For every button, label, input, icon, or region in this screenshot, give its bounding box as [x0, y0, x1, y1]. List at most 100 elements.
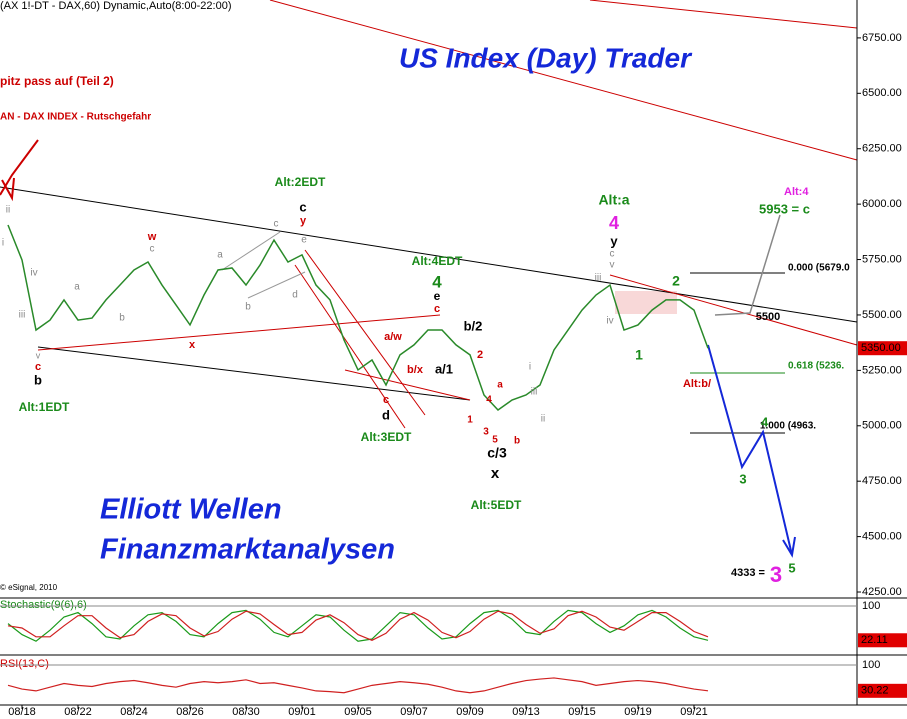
annotation: x — [189, 339, 196, 351]
annotation: 4 — [432, 272, 442, 291]
last-price-label: 5350.00 — [861, 342, 901, 354]
y-tick-label: 5000.00 — [862, 420, 902, 432]
x-tick-label: 09/07 — [400, 706, 428, 718]
indicator-line — [7, 609, 709, 642]
trend-line — [344, 369, 471, 401]
annotation: y — [610, 233, 618, 248]
annotation: c — [274, 219, 279, 230]
annotation: a — [497, 380, 503, 391]
highlight-zone — [615, 291, 677, 314]
annotation: iv — [606, 316, 613, 327]
arrow-head — [782, 536, 796, 558]
annotation: c — [383, 394, 389, 406]
y-tick-label: 6250.00 — [862, 143, 902, 155]
annotation: d — [292, 290, 298, 301]
wedge-line — [247, 271, 306, 299]
annotation: 0.000 (5679.0 — [788, 263, 850, 274]
y-tick-label: 4250.00 — [862, 586, 902, 598]
indicator-last-box — [858, 633, 907, 648]
trend-line — [589, 0, 858, 29]
annotation: e — [301, 235, 307, 246]
x-tick-label: 09/19 — [624, 706, 652, 718]
annotation: iii — [19, 310, 26, 321]
trend-line — [304, 249, 426, 416]
annotation: Alt:3EDT — [361, 430, 412, 444]
annotation: 4 — [609, 213, 619, 233]
trend-line — [269, 0, 858, 161]
annotation: Alt:b/ — [683, 378, 711, 390]
annotation: Alt:2EDT — [275, 175, 326, 189]
x-tick-label: 08/30 — [232, 706, 260, 718]
chart-title: US Index (Day) Trader — [399, 42, 693, 73]
annotation: v — [36, 350, 41, 360]
indicator-line — [7, 677, 709, 694]
annotation: Alt:4EDT — [412, 254, 463, 268]
x-tick-label: 08/18 — [8, 706, 36, 718]
annotation: c — [35, 361, 41, 373]
annotation: 3 — [770, 562, 782, 587]
annotation: ii — [6, 205, 10, 216]
annotation: Alt:a — [598, 192, 629, 208]
annotation: 1.000 (4963. — [760, 421, 816, 432]
annotation: 4 — [486, 395, 492, 406]
annotation: c — [434, 303, 440, 315]
annotation: a/w — [384, 331, 402, 343]
y-tick-label: 4750.00 — [862, 475, 902, 487]
annotation: 1 — [635, 347, 643, 363]
x-tick-label: 09/09 — [456, 706, 484, 718]
annotation: 5 — [788, 560, 795, 575]
annotation: b — [34, 372, 42, 387]
annotation: 0.618 (5236. — [788, 361, 844, 372]
pointer-arrow — [1, 177, 15, 202]
annotation: 3 — [739, 471, 746, 486]
annotation: 4 — [761, 414, 769, 429]
trend-line — [294, 264, 406, 429]
annotation: d — [382, 407, 390, 422]
annotation: Elliott Wellen — [100, 494, 282, 526]
annotation: c/3 — [487, 445, 507, 461]
annotation: ii — [541, 414, 545, 425]
x-tick-label: 08/24 — [120, 706, 148, 718]
y-tick-label: 4500.00 — [862, 531, 902, 543]
y-tick-label: 5750.00 — [862, 253, 902, 265]
last-price-box — [858, 341, 907, 356]
forecast-path — [707, 344, 793, 556]
x-tick-label: 09/13 — [512, 706, 540, 718]
annotation: w — [147, 231, 157, 243]
indicator-line — [7, 610, 709, 641]
annotation: 5953 = c — [759, 201, 810, 216]
annotation: a — [74, 282, 80, 293]
copyright: © eSignal, 2010 — [0, 583, 58, 592]
y-tick-label: 100 — [862, 659, 880, 671]
x-tick-label: 08/26 — [176, 706, 204, 718]
annotation: 2 — [672, 273, 680, 289]
annotation: 4333 = — [731, 567, 765, 579]
annotation: i — [529, 362, 531, 373]
trend-line — [37, 314, 441, 351]
price-line — [7, 224, 709, 412]
indicator-last-box — [858, 683, 907, 698]
annotation: AN - DAX INDEX - Rutschgefahr — [0, 112, 151, 123]
indicator-last-label: 22.11 — [861, 634, 888, 646]
annotation: Finanzmarktanalysen — [100, 534, 395, 566]
annotation: y — [300, 215, 307, 227]
annotation: a — [217, 250, 223, 261]
annotation: Alt:4 — [784, 186, 809, 198]
annotation: c — [150, 244, 155, 255]
y-tick-label: 6500.00 — [862, 87, 902, 99]
annotation: b — [245, 302, 251, 313]
x-tick-label: 09/01 — [288, 706, 316, 718]
y-tick-label: 100 — [862, 600, 880, 612]
y-tick-label: 5500.00 — [862, 309, 902, 321]
x-tick-label: 08/22 — [64, 706, 92, 718]
annotation: pitz pass auf (Teil 2) — [0, 74, 114, 88]
indicator-title: RSI(13,C) — [0, 658, 49, 670]
chart-header: (AX 1!-DT - DAX,60) Dynamic,Auto(8:00-22… — [0, 0, 232, 12]
indicator-title: Stochastic(9(6),6) — [0, 599, 87, 611]
indicator-last-label: 30.22 — [861, 685, 889, 697]
annotation: x — [491, 465, 500, 482]
trend-line — [609, 274, 858, 346]
annotation: a/1 — [435, 361, 453, 376]
annotation: iv — [30, 268, 37, 279]
